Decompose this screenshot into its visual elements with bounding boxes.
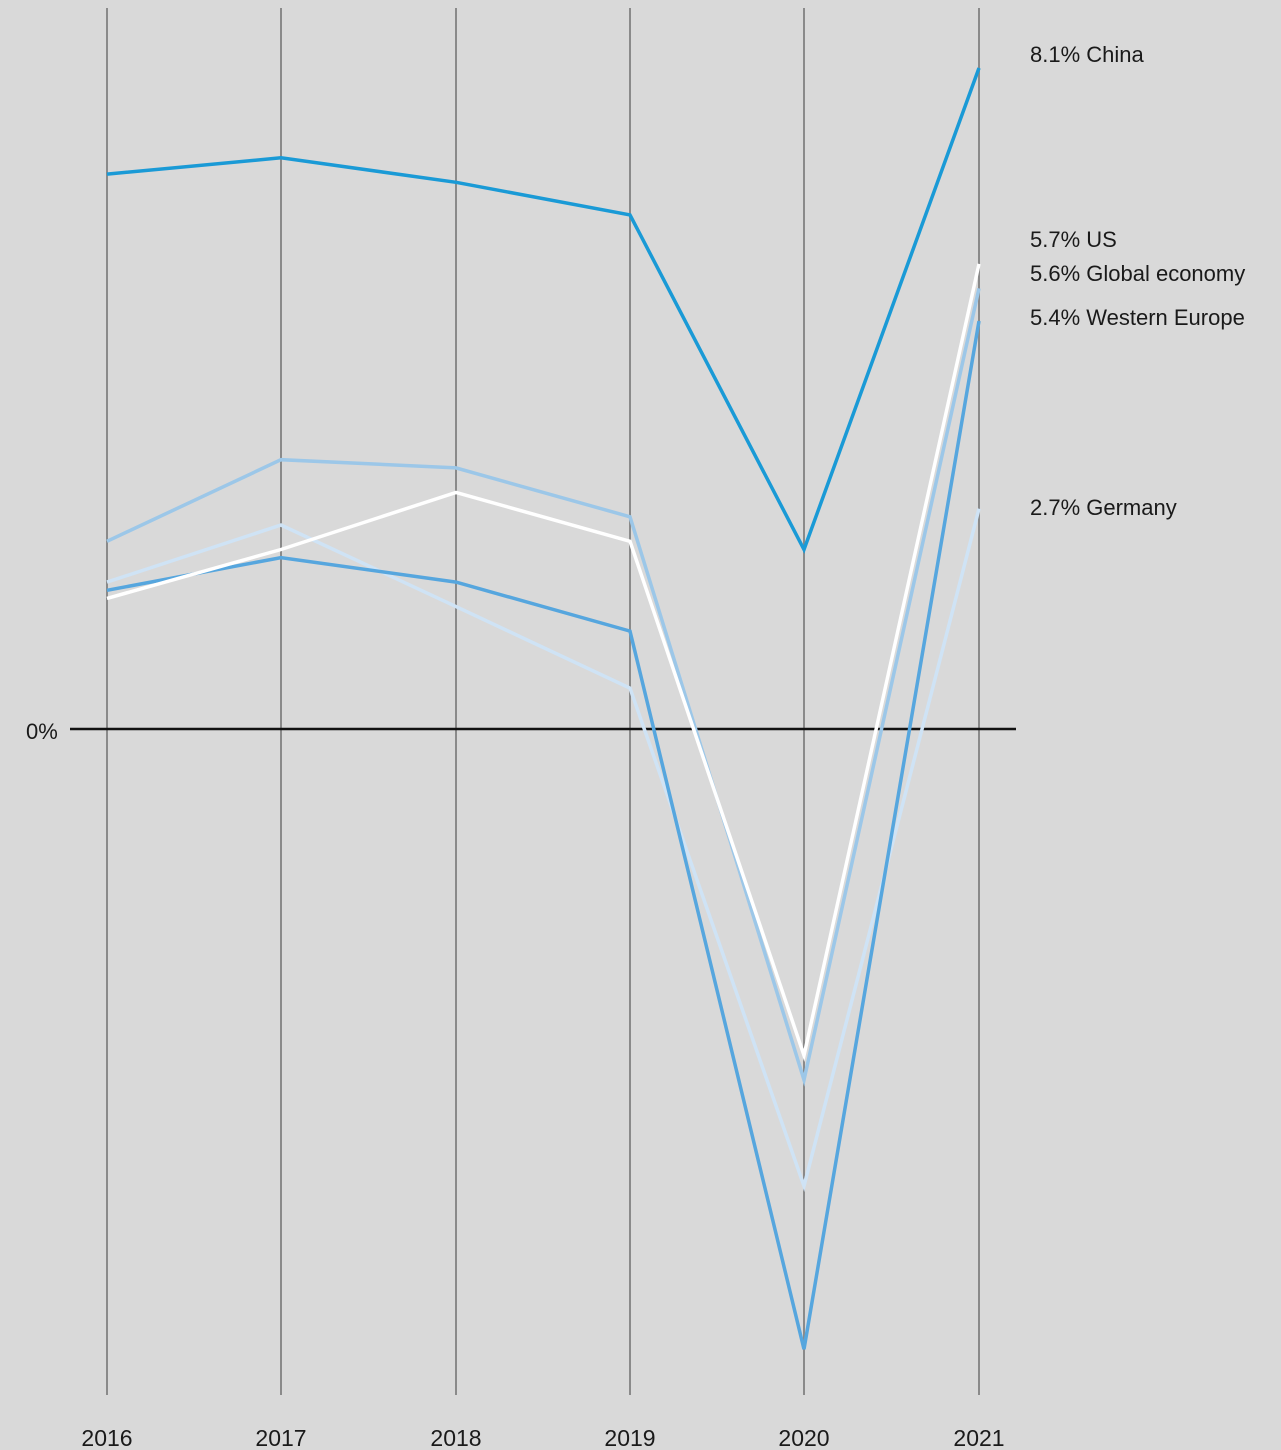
- x-tick-label-2020: 2020: [778, 1425, 829, 1450]
- series-line-us: [106, 263, 981, 1062]
- series-end-labels: 8.1% China 5.7% US 5.6% Global economy 5.4%…: [1030, 42, 1245, 520]
- x-tick-label-2019: 2019: [604, 1425, 655, 1450]
- x-tick-label-2017: 2017: [255, 1425, 306, 1450]
- series-line-china: [106, 67, 981, 554]
- series-lines: [106, 67, 981, 1350]
- x-tick-label-2021: 2021: [953, 1425, 1004, 1450]
- end-label-germany: 2.7% Germany: [1030, 495, 1177, 520]
- end-label-global-economy: 5.6% Global economy: [1030, 261, 1245, 286]
- x-axis-tick-labels: 2016 2017 2018 2019 2020 2021: [81, 1425, 1004, 1450]
- series-line-western-europe: [106, 320, 981, 1350]
- end-label-china: 8.1% China: [1030, 42, 1145, 67]
- series-line-germany: [106, 508, 981, 1193]
- zero-axis-label: 0%: [26, 719, 58, 744]
- series-line-global-economy: [106, 288, 981, 1087]
- x-tick-label-2018: 2018: [430, 1425, 481, 1450]
- vertical-gridlines: [106, 8, 980, 1395]
- end-label-us: 5.7% US: [1030, 227, 1117, 252]
- end-label-western-europe: 5.4% Western Europe: [1030, 305, 1245, 330]
- x-tick-label-2016: 2016: [81, 1425, 132, 1450]
